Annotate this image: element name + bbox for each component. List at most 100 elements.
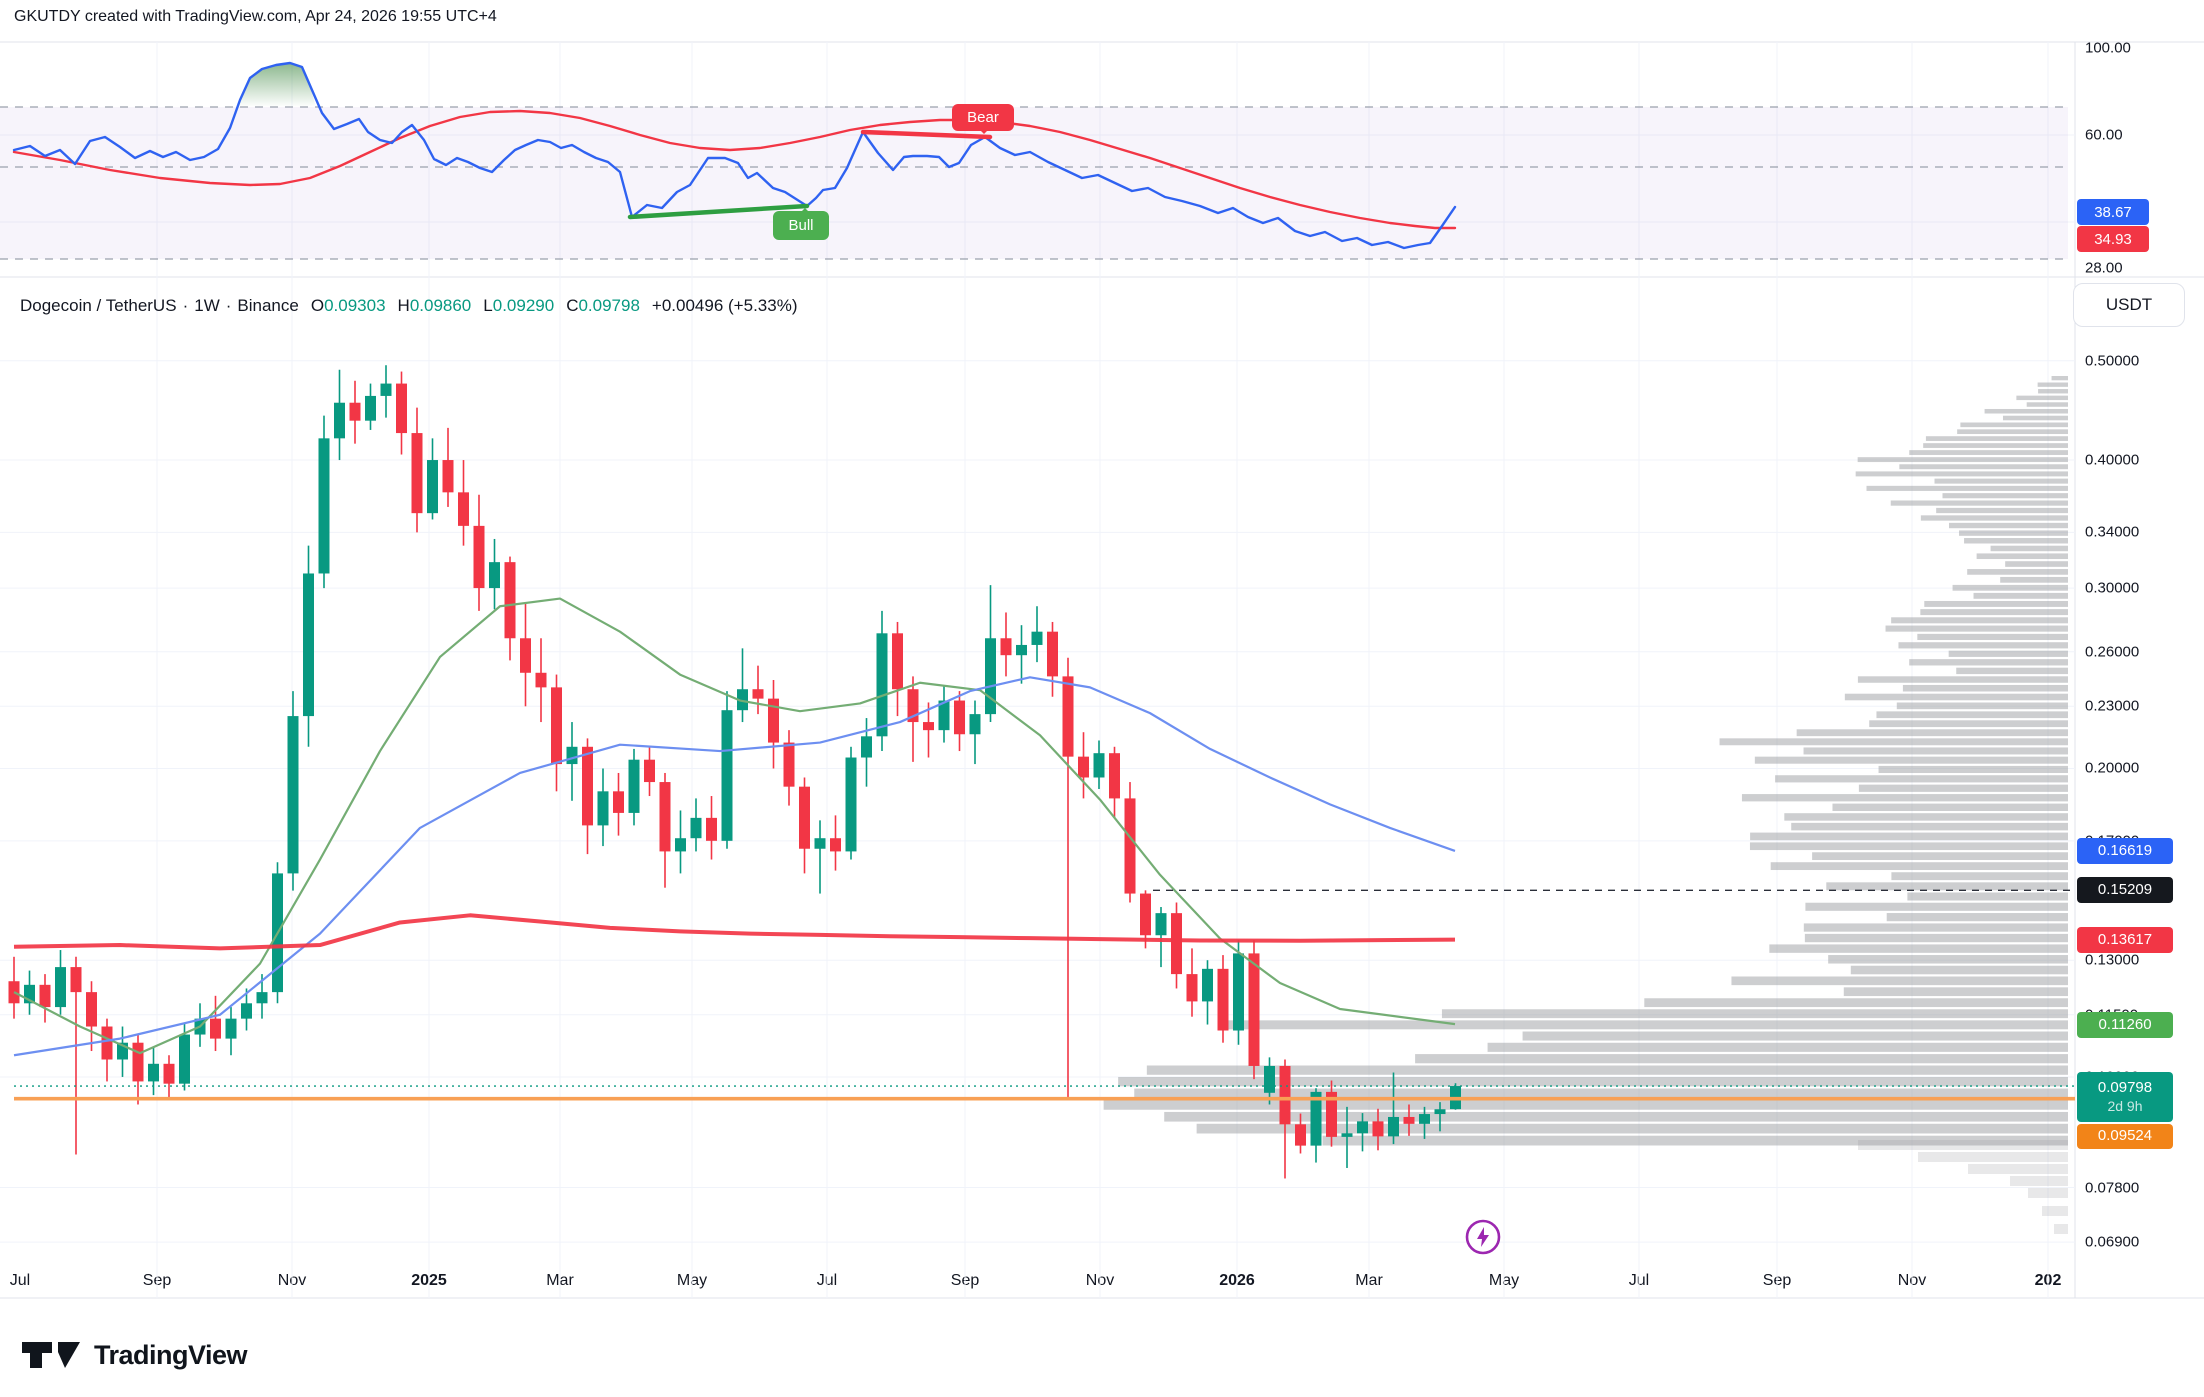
candle-body bbox=[117, 1042, 128, 1060]
volume-profile-bar-developing bbox=[2054, 1224, 2068, 1234]
volume-profile-bar bbox=[1924, 600, 2068, 607]
oscillator-scale-label: 100.00 bbox=[2085, 39, 2131, 57]
candle-body bbox=[737, 689, 748, 711]
candle-body bbox=[1016, 644, 1027, 656]
volume-profile-bar bbox=[1770, 862, 2068, 871]
candle-body bbox=[1388, 1116, 1399, 1137]
candle-body bbox=[814, 838, 826, 849]
candle-body bbox=[1186, 974, 1198, 1002]
volume-profile-bar bbox=[1984, 408, 2068, 414]
candle-body bbox=[783, 742, 795, 787]
bear-trendline[interactable] bbox=[860, 129, 993, 140]
candle-body bbox=[721, 710, 733, 841]
volume-profile-bar bbox=[1967, 569, 2068, 575]
volume-profile-bar bbox=[1146, 1065, 2068, 1075]
candle-body bbox=[830, 838, 841, 852]
symbol-name[interactable]: Dogecoin / TetherUS bbox=[20, 296, 177, 315]
candle-body bbox=[566, 746, 578, 765]
bull-trendline[interactable] bbox=[627, 203, 810, 220]
volume-profile-bar bbox=[2051, 376, 2068, 381]
exchange-label[interactable]: Binance bbox=[237, 296, 299, 315]
candle-body bbox=[799, 786, 810, 849]
candle-body bbox=[845, 757, 857, 852]
low-value: 0.09290 bbox=[492, 296, 555, 315]
candle-body bbox=[411, 433, 423, 514]
volume-profile-bar-developing bbox=[2042, 1206, 2068, 1216]
candle-body bbox=[442, 460, 454, 493]
volume-profile-bar bbox=[1322, 1135, 2068, 1146]
candle-body bbox=[1310, 1091, 1322, 1146]
candle-body bbox=[1295, 1124, 1306, 1146]
currency-unit-button[interactable]: USDT bbox=[2073, 283, 2185, 327]
candle-body bbox=[613, 791, 624, 813]
volume-profile-bar bbox=[1869, 720, 2068, 728]
tradingview-logo-icon bbox=[22, 1342, 80, 1368]
candle-body bbox=[907, 689, 919, 723]
price-badge: 0.16619 bbox=[2077, 838, 2173, 864]
candle-body bbox=[1326, 1091, 1337, 1137]
candle-body bbox=[318, 438, 330, 574]
volume-profile-bar bbox=[1775, 775, 2068, 783]
candle-body bbox=[148, 1063, 159, 1082]
tradingview-logo-text: TradingView bbox=[94, 1339, 248, 1370]
bear-drawing-label[interactable]: Bear bbox=[952, 104, 1014, 134]
volume-profile-bar bbox=[1769, 944, 2068, 953]
volume-profile-bar bbox=[1917, 633, 2068, 641]
ma-blue-line bbox=[13, 676, 1456, 1057]
candle-body bbox=[504, 562, 516, 639]
candle-body bbox=[597, 791, 609, 826]
tradingview-logo[interactable]: TradingView bbox=[20, 1338, 248, 1372]
low-label: L bbox=[483, 296, 493, 315]
close-value: 0.09798 bbox=[578, 296, 640, 315]
candle-body bbox=[489, 562, 500, 589]
candle-body bbox=[1279, 1065, 1291, 1125]
oscillator-value-badge: 38.67 bbox=[2077, 199, 2149, 225]
volume-profile-bar bbox=[1925, 436, 2068, 441]
volume-profile-bar bbox=[2037, 382, 2068, 387]
candle-body bbox=[1248, 953, 1260, 1066]
interval-label[interactable]: 1W bbox=[194, 296, 220, 315]
candle-body bbox=[1093, 753, 1105, 778]
price-tick-label: 0.07800 bbox=[2085, 1179, 2140, 1197]
volume-profile-bar bbox=[1832, 803, 2068, 811]
candle-body bbox=[334, 402, 345, 439]
volume-profile-bar bbox=[1920, 609, 2068, 616]
volume-profile-bar bbox=[1741, 794, 2068, 802]
volume-profile-bar bbox=[1857, 676, 2068, 683]
volume-profile-bar bbox=[1750, 832, 2068, 841]
candle-body bbox=[1217, 968, 1229, 1031]
volume-profile-bar bbox=[1857, 457, 2068, 463]
candle-body bbox=[1233, 953, 1244, 1031]
price-tick-label: 0.20000 bbox=[2085, 759, 2140, 777]
volume-profile-bar bbox=[1920, 515, 2068, 521]
candle-body bbox=[644, 759, 655, 783]
volume-profile-bar bbox=[1907, 892, 2068, 901]
candle-body bbox=[768, 698, 779, 743]
time-axis-label: Jul bbox=[9, 1272, 31, 1289]
candle-body bbox=[1202, 968, 1213, 1002]
candle-body bbox=[1403, 1116, 1415, 1124]
price-badge: 0.11260 bbox=[2077, 1012, 2173, 1038]
volume-profile-bar bbox=[1196, 1123, 2068, 1134]
candle-body bbox=[520, 638, 531, 673]
oscillator-value-badge: 34.93 bbox=[2077, 226, 2149, 252]
change-value: +0.00496 (+5.33%) bbox=[651, 296, 798, 315]
volume-profile-bar bbox=[1890, 500, 2068, 506]
volume-profile-bar bbox=[1164, 1111, 2068, 1122]
bull-drawing-label[interactable]: Bull bbox=[773, 208, 829, 240]
candle-body bbox=[86, 992, 97, 1027]
volume-profile-bar bbox=[1118, 1076, 2068, 1087]
volume-profile-bar bbox=[1828, 955, 2068, 964]
candle-body bbox=[1000, 638, 1012, 656]
candle-body bbox=[535, 672, 547, 688]
volume-profile-bar bbox=[2002, 415, 2068, 421]
high-value: 0.09860 bbox=[409, 296, 472, 315]
candle-body bbox=[39, 984, 51, 1008]
volume-profile-bar bbox=[1909, 450, 2068, 455]
price-tick-label: 0.34000 bbox=[2085, 523, 2140, 541]
candle-body bbox=[55, 967, 66, 1008]
volume-profile-bar bbox=[1441, 1009, 2068, 1019]
candle-body bbox=[365, 395, 376, 421]
